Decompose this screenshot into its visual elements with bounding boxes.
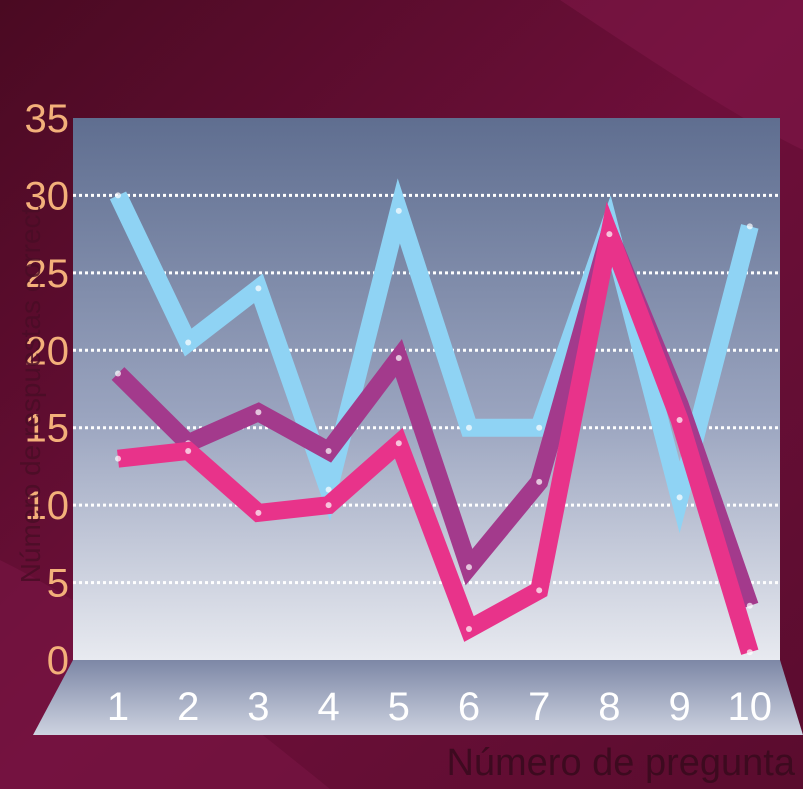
data-point [115,455,121,462]
data-point [115,192,121,199]
y-tick-label: 30 [25,174,70,218]
data-point [676,494,683,501]
x-tick-labels: 1 2 3 4 5 6 7 8 9 10 [107,685,772,729]
data-point [466,564,472,571]
data-point [395,207,402,214]
y-tick-label: 25 [25,252,70,296]
data-point [255,409,262,416]
x-tick-label: 7 [528,685,550,729]
background-swoosh [560,0,803,150]
data-point [606,231,613,238]
series-line-3 [117,201,759,655]
x-tick-label: 6 [458,685,480,729]
y-tick-label: 20 [25,329,70,373]
y-tick-label: 10 [25,484,70,528]
x-tick-label: 3 [247,685,269,729]
x-tick-label: 2 [177,685,199,729]
data-point [255,285,262,292]
data-point [676,416,683,423]
data-point [746,223,753,230]
data-point [395,355,402,362]
data-point [325,502,332,509]
data-point [536,587,543,594]
x-axis-label: Número de pregunta [446,742,795,784]
x-tick-label: 5 [388,685,410,729]
x-tick-label: 8 [598,685,620,729]
y-tick-labels: 0 5 10 15 20 25 30 35 [25,97,70,683]
y-tick-label: 35 [25,97,70,141]
x-tick-label: 4 [317,685,339,729]
data-point [325,447,332,454]
data-point [325,486,332,493]
data-point [115,370,121,377]
y-axis-label: Número de respuestas correct [15,206,46,583]
data-point [185,339,192,346]
y-tick-label: 15 [25,407,70,451]
data-point [536,424,543,431]
y-tick-label: 0 [47,639,69,683]
x-tick-label: 9 [668,685,690,729]
y-tick-label: 5 [47,562,69,606]
data-point [466,626,472,633]
data-point [395,440,402,447]
axis-base [33,660,803,735]
data-point [536,478,543,485]
data-point [185,447,192,454]
data-point [255,509,262,516]
data-point [746,602,753,609]
data-point [466,424,472,431]
series-line-1 [109,178,759,534]
data-point [746,649,753,656]
x-tick-label: 10 [728,685,773,729]
x-tick-label: 1 [107,685,129,729]
series-group [109,178,759,656]
